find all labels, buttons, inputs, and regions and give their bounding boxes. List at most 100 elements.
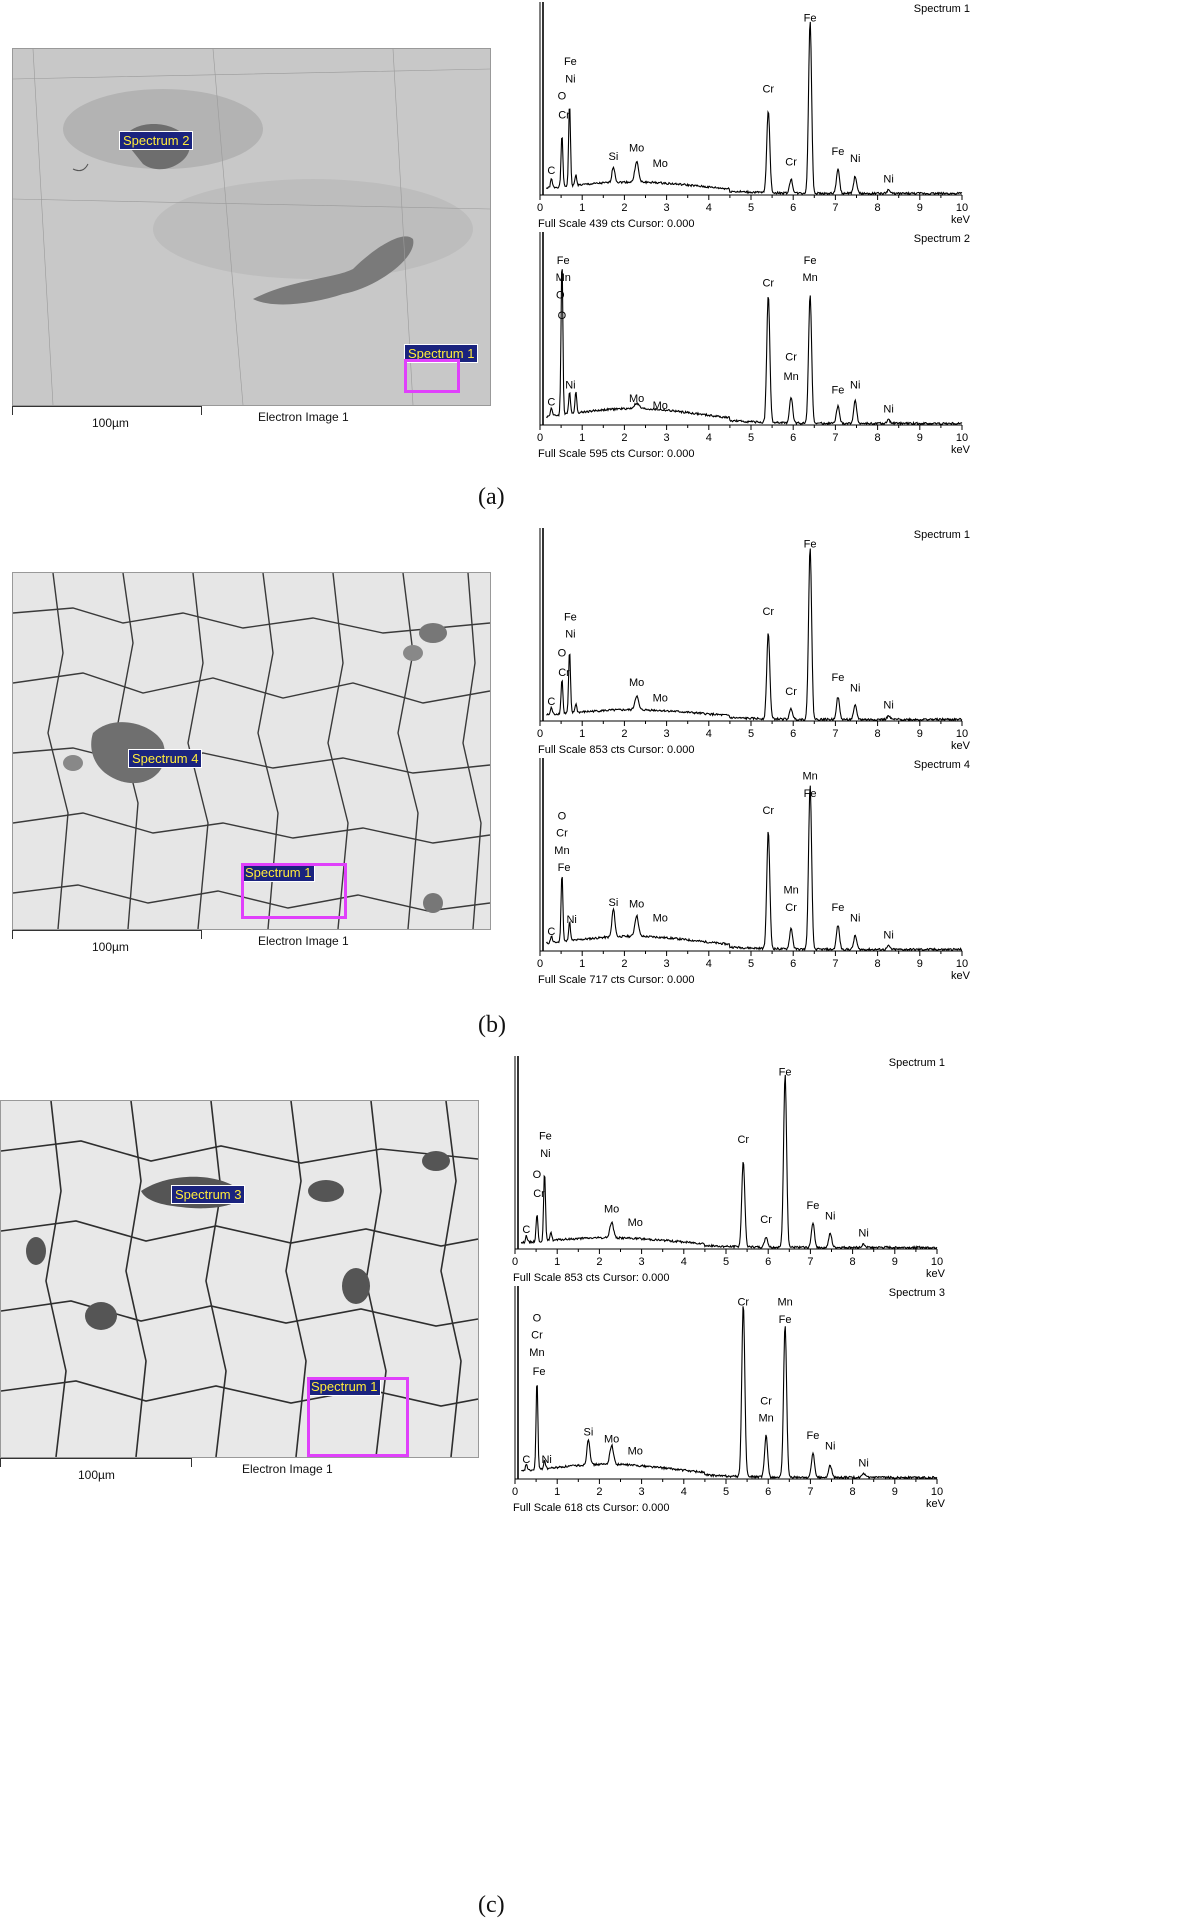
x-tick-label: 6 — [790, 202, 796, 214]
peak-label: Ni — [565, 379, 575, 391]
peak-label: Fe — [804, 788, 817, 800]
x-tick-label: 7 — [807, 1256, 813, 1268]
grain-boundaries — [1, 1101, 478, 1457]
spectrum-line — [545, 269, 963, 427]
spectrum-tag-1[interactable]: Spectrum 1 — [307, 1377, 382, 1396]
spectrum-region-box — [404, 359, 460, 393]
peak-label: Mo — [653, 158, 668, 170]
x-tick-label: 3 — [639, 1486, 645, 1498]
peak-label: Cr — [533, 1188, 545, 1200]
peak-label: Mo — [604, 1203, 619, 1215]
x-tick-label: 0 — [537, 432, 543, 444]
x-tick-label: 9 — [917, 202, 923, 214]
spectrum-tag-2[interactable]: Spectrum 2 — [119, 131, 194, 150]
spectrum-a1: 0 1 2 3 4 5 6 7 8 9 10 Fe Ni O Cr C Si Mo Mo Cr Cr Fe Fe Ni Ni Sp… — [530, 0, 980, 230]
spectrum-tag-3[interactable]: Spectrum 3 — [171, 1185, 246, 1204]
peak-label: Fe — [539, 1131, 552, 1143]
peak-label: Ni — [850, 682, 860, 694]
peak-label: Ni — [825, 1440, 835, 1452]
peak-label: Fe — [807, 1200, 820, 1212]
peak-label: Si — [609, 897, 619, 909]
micrograph-b-texture — [13, 573, 490, 929]
x-tick-label: 1 — [554, 1256, 560, 1268]
peak-label: Mo — [629, 898, 644, 910]
peak-label: Cr — [556, 828, 568, 840]
peak-label: Cr — [760, 1395, 772, 1407]
scale-bar-line — [12, 930, 202, 939]
axis-unit: keV — [951, 214, 971, 226]
spectrum-tag-4[interactable]: Spectrum 4 — [128, 749, 203, 768]
scale-bar-label: 100µm — [92, 416, 129, 430]
spectrum-tag-1[interactable]: Spectrum 1 — [404, 344, 479, 363]
x-tick-label: 2 — [596, 1486, 602, 1498]
x-tick-label: 7 — [832, 202, 838, 214]
x-tick-label: 10 — [956, 432, 968, 444]
peak-label: Mn — [802, 272, 817, 284]
x-tick-label: 8 — [850, 1486, 856, 1498]
x-tick-label: 9 — [892, 1486, 898, 1498]
status-line: Full Scale 439 cts Cursor: 0.000 — [538, 218, 695, 230]
scale-bar-line — [12, 406, 202, 415]
micrograph-c: Spectrum 3 Spectrum 1 — [0, 1100, 479, 1458]
axis-unit: keV — [926, 1498, 946, 1510]
x-tick-label: 0 — [537, 958, 543, 970]
x-tick-label: 8 — [875, 728, 881, 740]
x-tick-label: 2 — [621, 958, 627, 970]
micrograph-c-texture — [1, 1101, 478, 1457]
spectrum-tag-1[interactable]: Spectrum 1 — [241, 863, 316, 882]
x-tick-label: 9 — [917, 958, 923, 970]
peak-label: C — [547, 926, 555, 938]
peak-label: Fe — [832, 902, 845, 914]
peak-label: Cr — [762, 805, 774, 817]
peak-label: Ni — [566, 914, 576, 926]
peak-label: Cr — [762, 606, 774, 618]
image-label-a: Electron Image 1 — [258, 410, 349, 424]
scale-bar-a: 100µm — [12, 406, 489, 430]
peak-label: Ni — [883, 700, 893, 712]
peak-label: Mn — [758, 1413, 773, 1425]
peak-label: Fe — [832, 672, 845, 684]
peak-label: Mn — [783, 885, 798, 897]
spectrum-title: Spectrum 4 — [914, 759, 970, 771]
x-tick-label: 2 — [596, 1256, 602, 1268]
x-tick-label: 1 — [579, 728, 585, 740]
spectrum-title: Spectrum 1 — [889, 1057, 945, 1069]
peak-label: Ni — [850, 379, 860, 391]
x-tick-label: 6 — [790, 728, 796, 740]
spectrum-chart: 0 1 2 3 4 5 6 7 8 9 10 O Cr Mn Fe Ni C Si Mo Mo Cr Cr Mn Mn Fe Fe… — [512, 1286, 946, 1514]
peak-label: Fe — [807, 1430, 820, 1442]
x-tick-label: 5 — [748, 202, 754, 214]
x-tick-label: 4 — [681, 1486, 687, 1498]
peak-label: Mn — [783, 371, 798, 383]
peak-label: Ni — [858, 1458, 868, 1470]
peak-label: O — [558, 810, 567, 822]
x-tick-label: 4 — [706, 728, 712, 740]
status-line: Full Scale 717 cts Cursor: 0.000 — [538, 974, 695, 986]
peak-label: Mo — [629, 677, 644, 689]
peak-label: O — [533, 1169, 542, 1181]
peak-label: O — [558, 310, 567, 322]
x-tick-label: 1 — [579, 432, 585, 444]
x-tick-label: 3 — [664, 728, 670, 740]
x-tick-label: 4 — [706, 202, 712, 214]
peak-label: Mn — [529, 1347, 544, 1359]
peak-label: C — [547, 397, 555, 409]
peak-label: Mo — [653, 693, 668, 705]
x-tick-label: 5 — [723, 1256, 729, 1268]
peak-label: Mn — [777, 1297, 792, 1309]
peak-label: Ni — [858, 1228, 868, 1240]
x-tick-label: 10 — [931, 1486, 943, 1498]
x-tick-label: 6 — [790, 432, 796, 444]
figure-caption-a: (a) — [478, 484, 505, 510]
peak-label: Mo — [653, 912, 668, 924]
peak-label: Ni — [565, 629, 575, 641]
x-tick-label: 7 — [807, 1486, 813, 1498]
peak-label: Si — [584, 1426, 594, 1438]
x-tick-label: 8 — [850, 1256, 856, 1268]
peak-label: Mo — [629, 393, 644, 405]
peak-label: Ni — [850, 912, 860, 924]
peak-label: O — [533, 1312, 542, 1324]
peak-label: Cr — [737, 1134, 749, 1146]
peak-label: Fe — [779, 1314, 792, 1326]
x-tick-label: 3 — [664, 202, 670, 214]
